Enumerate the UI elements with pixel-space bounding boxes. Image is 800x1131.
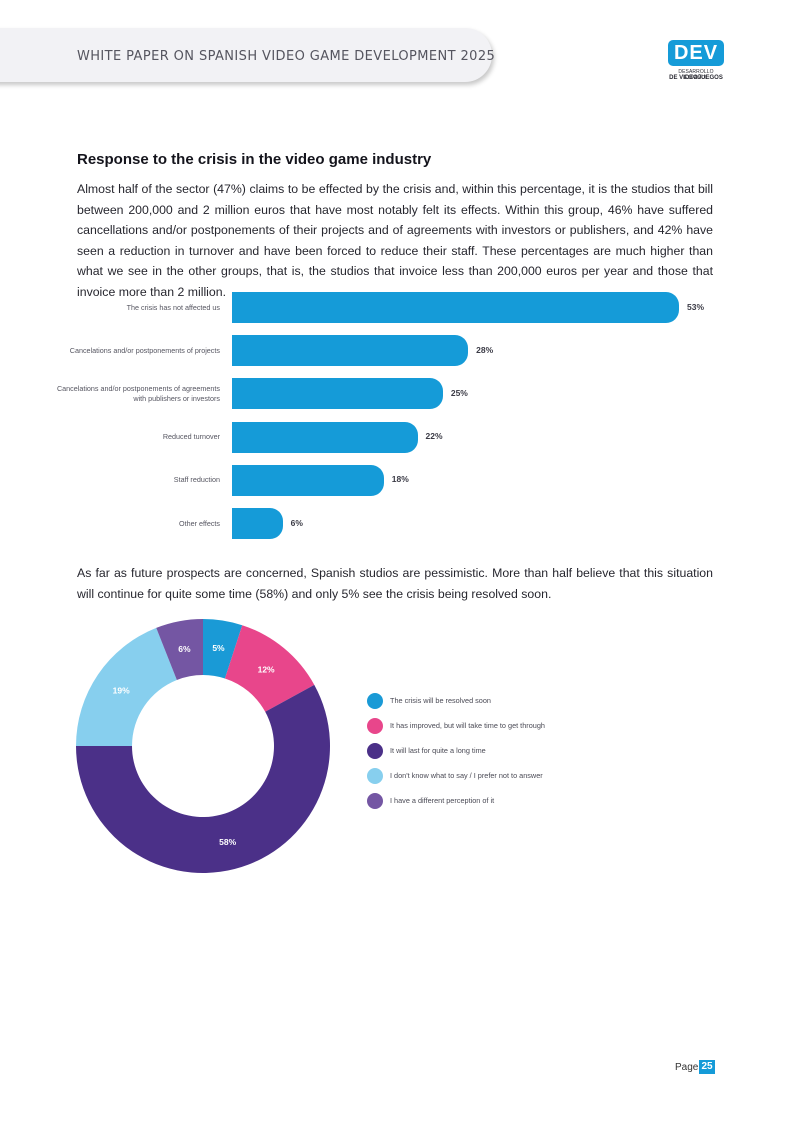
donut-slice (76, 627, 177, 746)
bar-category-label: Other effects (178, 518, 220, 528)
bar-category-label: The crisis has not affected us (126, 302, 220, 312)
bar (232, 508, 283, 539)
logo-subtitle-line2: DE VIDEOJUEGOS (669, 75, 723, 81)
bar (232, 335, 469, 367)
donut-slice (224, 625, 315, 712)
bar-category-label: Reduced turnover (162, 432, 220, 442)
prospects-paragraph: As far as future prospects are concerned… (77, 566, 713, 601)
logo-subtitle-line1: DESARROLLO ESPAÑOL (678, 69, 714, 81)
donut-slice-label: 6% (178, 644, 191, 654)
header-banner (0, 28, 492, 82)
legend-swatch (367, 693, 383, 709)
bar-value-label: 18% (391, 474, 409, 485)
legend-label: It has improved, but will take time to g… (390, 721, 545, 730)
legend-swatch (367, 743, 383, 759)
legend-swatch (367, 718, 383, 734)
bar (232, 421, 418, 453)
page-label: Page (675, 1062, 699, 1073)
future-prospects-donut-chart: 5% 12% 58% 19% 6% (76, 619, 330, 873)
donut-slice (156, 619, 203, 680)
page-number: 25 (699, 1060, 715, 1074)
legend-swatch (367, 793, 383, 809)
bar (232, 464, 384, 496)
bar (232, 378, 443, 410)
donut-slice-label: 12% (258, 665, 275, 675)
dev-logo: DEV DESARROLLO ESPAÑOL DE VIDEOJUEGOS (666, 40, 726, 86)
bar-value-label: 25% (450, 387, 468, 398)
legend-label: It will last for quite a long time (390, 746, 486, 755)
bar-category-label: Cancelations and/or postponements of agr… (56, 383, 220, 403)
bar-value-label: 53% (687, 301, 705, 312)
legend-label: I don't know what to say / I prefer not … (390, 771, 543, 780)
donut-slice-label: 19% (113, 685, 130, 695)
logo-mark: DEV (668, 40, 724, 66)
donut-slice (203, 619, 243, 679)
bar-category-label: Staff reduction (173, 475, 220, 485)
bar (232, 292, 679, 323)
bar-value-label: 28% (476, 344, 494, 355)
bar-value-label: 6% (290, 517, 303, 528)
section-title: Response to the crisis in the video game… (77, 151, 432, 168)
legend-label: I have a different perception of it (390, 796, 495, 805)
donut-slice-label: 5% (212, 643, 225, 653)
bar-value-label: 22% (425, 431, 443, 442)
donut-slice-label: 58% (219, 837, 236, 847)
bar-category-label: Cancelations and/or postponements of pro… (69, 345, 220, 355)
donut-slice (76, 684, 330, 873)
document-title: WHITE PAPER ON SPANISH VIDEO GAME DEVELO… (77, 49, 496, 64)
intro-paragraph: Almost half of the sector (47%) claims t… (77, 182, 713, 299)
legend-label: The crisis will be resolved soon (390, 696, 491, 705)
legend-swatch (367, 768, 383, 784)
